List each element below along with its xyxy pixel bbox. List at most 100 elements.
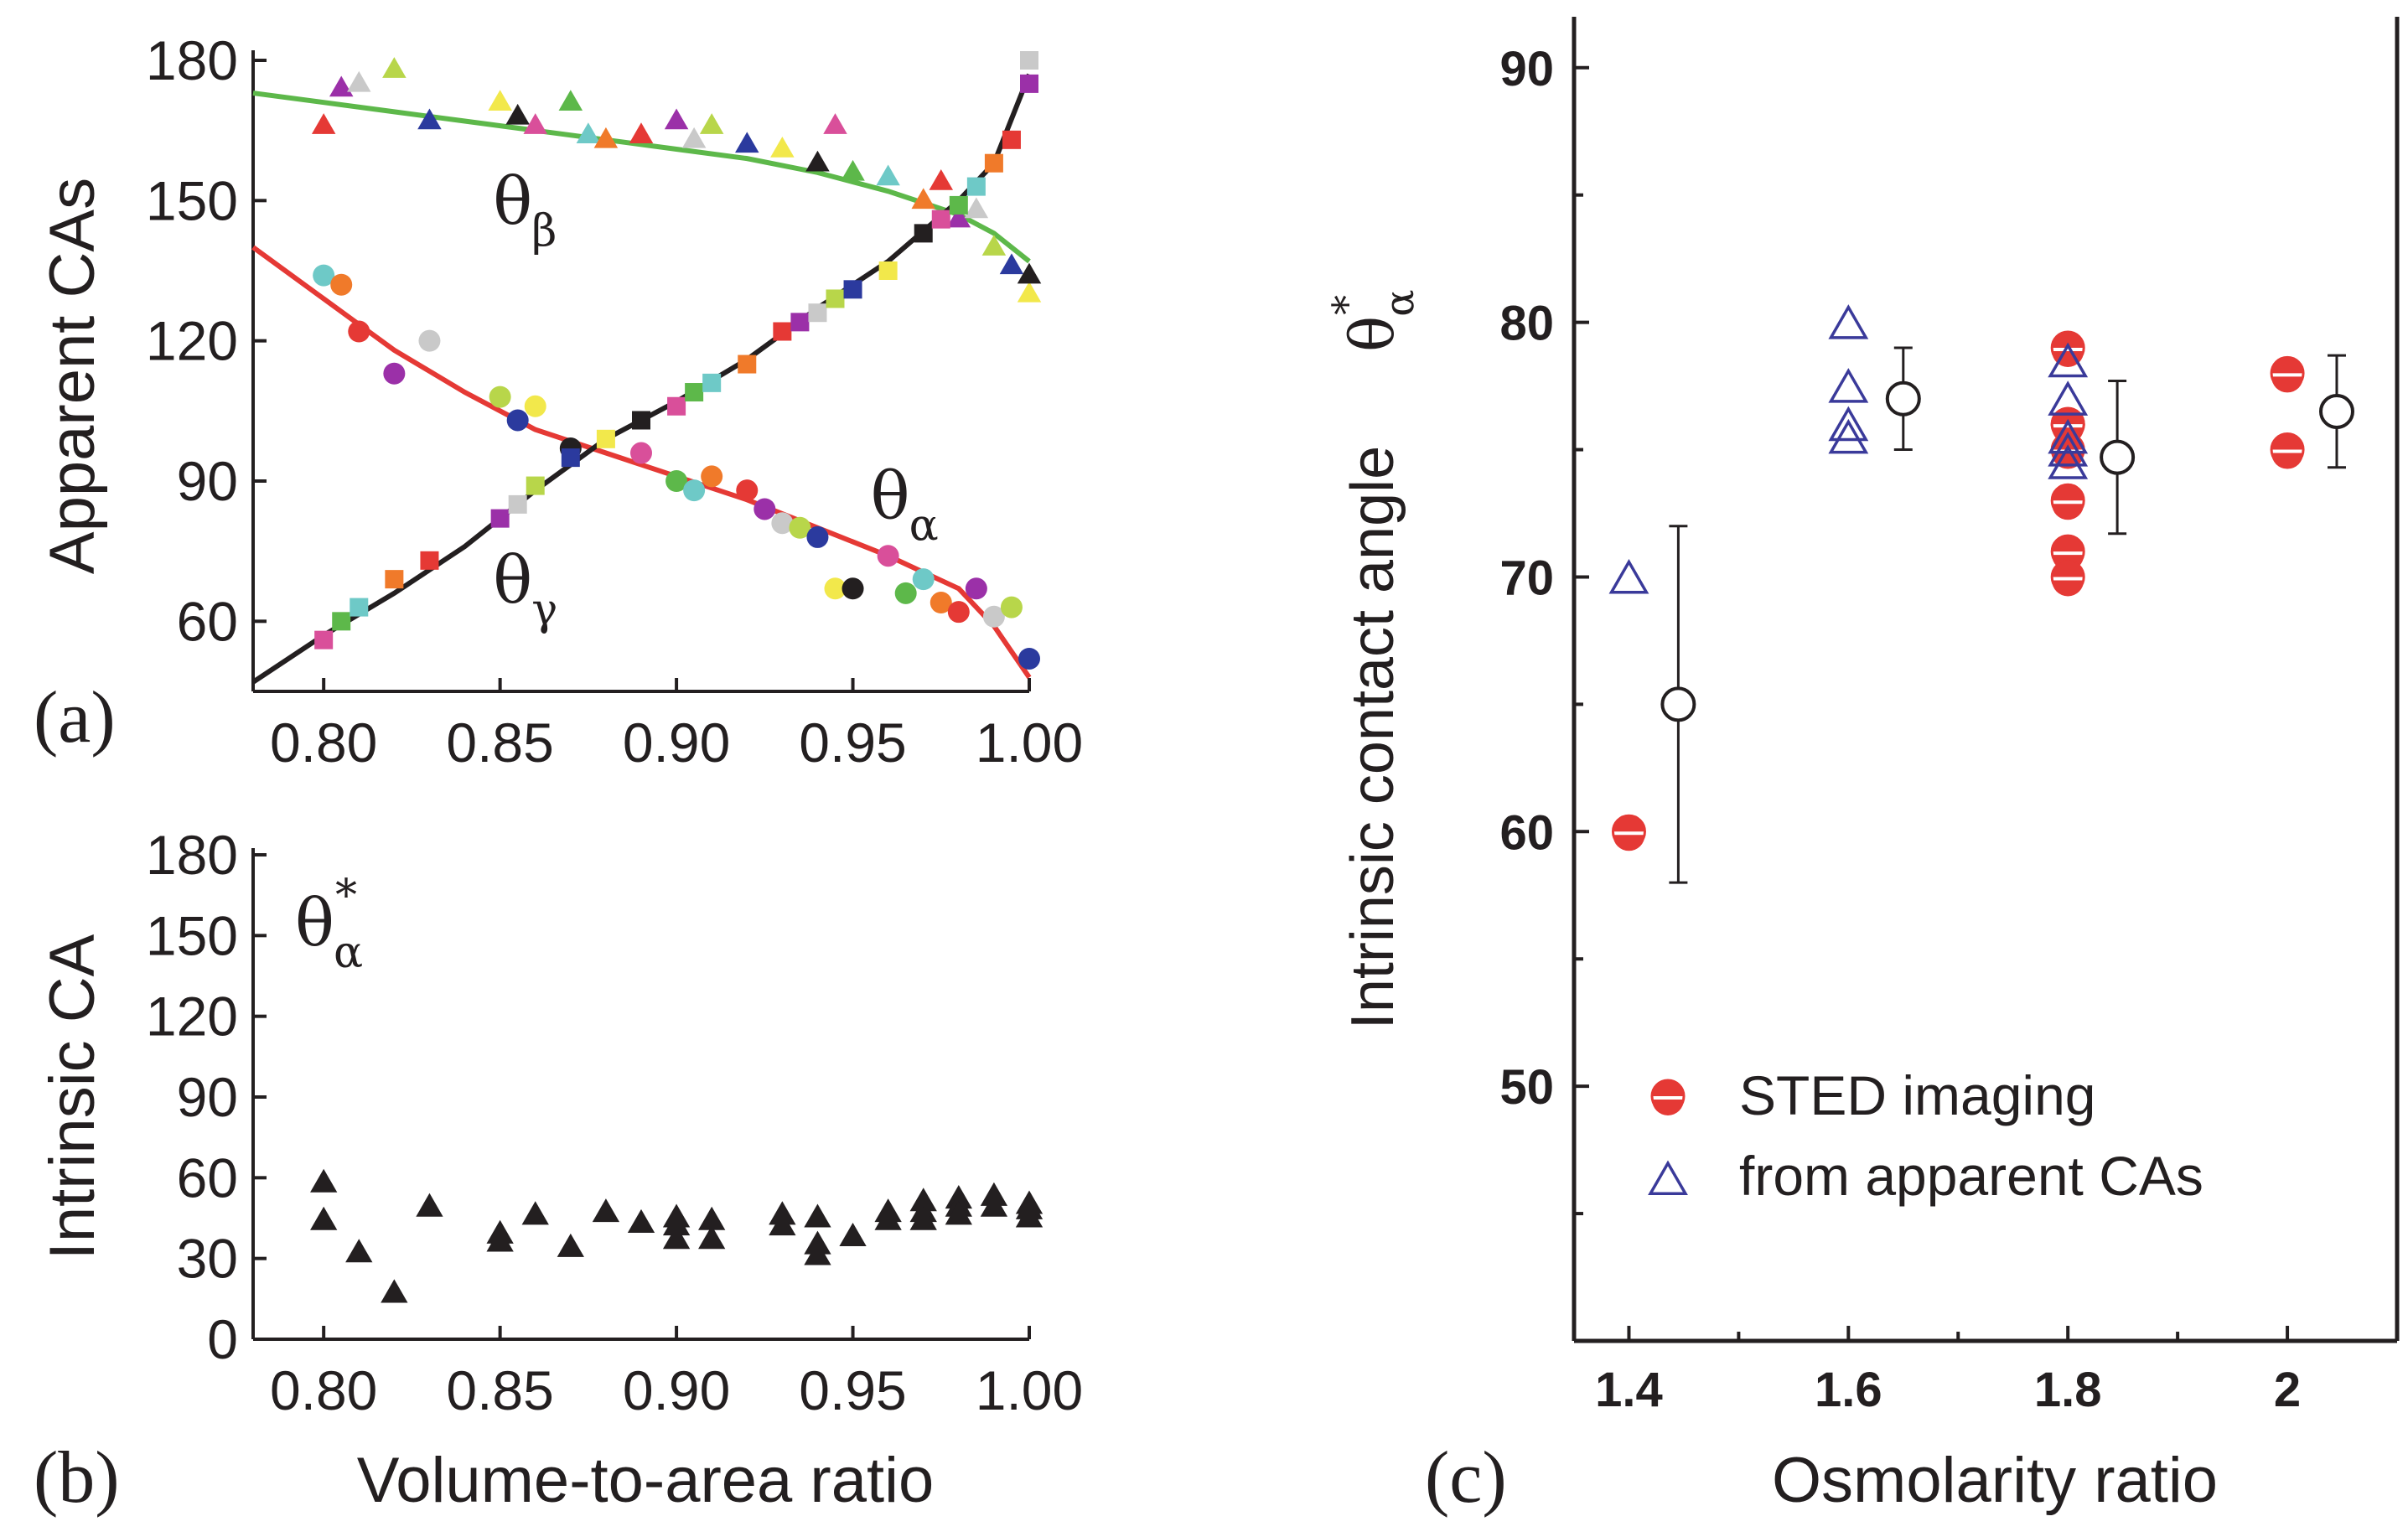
c-apparent-triangle — [2048, 444, 2089, 479]
a-beta-point — [823, 113, 847, 134]
a-alpha-point — [982, 605, 1005, 628]
c-y-title-theta-sup: * — [1324, 295, 1370, 315]
panel-a: 60 90 120 150 180 0.80 0.85 0.90 0.95 1.00 Apparen… — [34, 29, 1083, 774]
c-y-title-theta-sub: α — [1377, 289, 1423, 316]
a-gamma-point — [596, 429, 615, 448]
b-xtick-label: 0.95 — [799, 1359, 906, 1421]
b-intrinsic-point — [769, 1212, 796, 1236]
a-xtick-label: 0.85 — [446, 712, 553, 774]
a-alpha-point — [912, 568, 935, 591]
a-theta-beta-label-theta: θ — [493, 164, 532, 240]
c-apparent-triangle — [1828, 304, 1869, 339]
a-gamma-point — [808, 303, 827, 323]
b-intrinsic-point — [698, 1206, 726, 1230]
a-gamma-point — [1020, 74, 1038, 93]
a-alpha-point — [789, 516, 811, 539]
a-gamma-point — [878, 261, 898, 280]
a-ytick-label: 60 — [177, 590, 238, 652]
a-beta-point — [805, 150, 830, 172]
a-beta-point — [1017, 262, 1042, 284]
a-gamma-point — [914, 224, 933, 243]
a-gamma-point — [508, 494, 527, 514]
a-gamma-point — [931, 210, 950, 229]
a-alpha-point — [330, 273, 353, 296]
b-ytick-label: 180 — [146, 824, 238, 886]
a-gamma-point — [350, 598, 369, 617]
b-y-title: Intrinsic CA — [37, 934, 108, 1260]
a-beta-point — [311, 113, 336, 134]
b-intrinsic-point — [345, 1239, 373, 1263]
a-gamma-point — [314, 630, 334, 649]
c-apparent-triangle — [1608, 558, 1649, 594]
a-alpha-point — [894, 582, 917, 604]
a-beta-point — [735, 132, 759, 153]
c-apparent-triangle — [2048, 418, 2089, 454]
b-ytick-label: 0 — [207, 1308, 238, 1370]
c-y-title: Intrinsic contact angle θα * — [1324, 289, 1423, 1029]
b-ytick-label: 30 — [177, 1228, 238, 1290]
b-intrinsic-point — [945, 1201, 972, 1225]
a-beta-point — [841, 159, 865, 181]
a-gamma-point — [826, 289, 845, 308]
a-gamma-point — [984, 153, 1003, 173]
c-sted-point-top — [2052, 332, 2084, 348]
a-fit-line — [252, 91, 1031, 264]
c-apparent-triangle — [2048, 432, 2089, 467]
c-apparent-triangle — [2048, 342, 2089, 378]
c-legend-apparent-label: from apparent CAs — [1739, 1145, 2203, 1207]
b-intrinsic-point — [804, 1203, 831, 1228]
a-gamma-point — [490, 509, 510, 528]
a-beta-point — [911, 188, 935, 210]
b-intrinsic-point — [627, 1208, 655, 1233]
c-apparent-triangle — [1828, 418, 1869, 454]
c-apparent-triangle — [1828, 406, 1869, 442]
c-sted-point-top — [2052, 484, 2084, 501]
a-gamma-point — [966, 177, 986, 196]
c-mean-point — [2318, 393, 2354, 429]
b-xtick-label: 0.90 — [623, 1359, 730, 1421]
a-beta-point — [699, 113, 724, 134]
b-theta-alpha-star-label-sub: α — [334, 928, 363, 978]
a-beta-point — [347, 70, 371, 92]
b-intrinsic-point — [557, 1233, 584, 1257]
c-y-title-text: Intrinsic contact angle — [1339, 446, 1406, 1029]
a-alpha-point — [630, 442, 652, 464]
c-sted-point-bottom — [2271, 376, 2304, 393]
b-x-title: Volume-to-area ratio — [357, 1445, 935, 1516]
a-alpha-point — [524, 395, 546, 417]
a-alpha-point — [965, 577, 987, 600]
a-theta-gamma-label-sub: γ — [531, 585, 557, 635]
a-gamma-point — [1002, 130, 1021, 149]
a-alpha-point — [313, 264, 335, 287]
a-gamma-point — [332, 612, 351, 631]
c-sted-point-top — [2052, 561, 2084, 577]
a-alpha-point — [701, 465, 723, 488]
c-xtick-label: 2 — [2274, 1363, 2301, 1417]
b-ytick-label: 150 — [146, 904, 238, 966]
a-beta-point — [681, 127, 707, 148]
a-beta-point — [664, 108, 689, 130]
a-alpha-point — [771, 512, 794, 535]
b-intrinsic-point — [804, 1241, 831, 1265]
a-alpha-point — [665, 470, 688, 492]
c-sted-point-bottom — [2052, 580, 2084, 597]
a-alpha-point — [736, 479, 759, 502]
a-gamma-point — [843, 280, 862, 299]
c-xtick-label: 1.6 — [1815, 1363, 1882, 1417]
a-xtick-label: 0.80 — [270, 712, 377, 774]
b-intrinsic-point — [486, 1228, 514, 1252]
a-theta-alpha-label-sub: α — [909, 501, 939, 551]
c-ytick-label: 70 — [1499, 551, 1554, 605]
c-sted-point-bottom — [2271, 453, 2304, 469]
b-intrinsic-point — [1015, 1203, 1043, 1228]
a-ytick-label: 180 — [146, 29, 238, 91]
a-gamma-point — [420, 551, 439, 570]
a-gamma-point — [702, 373, 722, 392]
a-theta-beta-label-sub: β — [531, 206, 557, 256]
b-xtick-label: 0.85 — [446, 1359, 553, 1421]
c-sted-point-top — [2271, 433, 2304, 450]
a-beta-point — [488, 90, 512, 111]
